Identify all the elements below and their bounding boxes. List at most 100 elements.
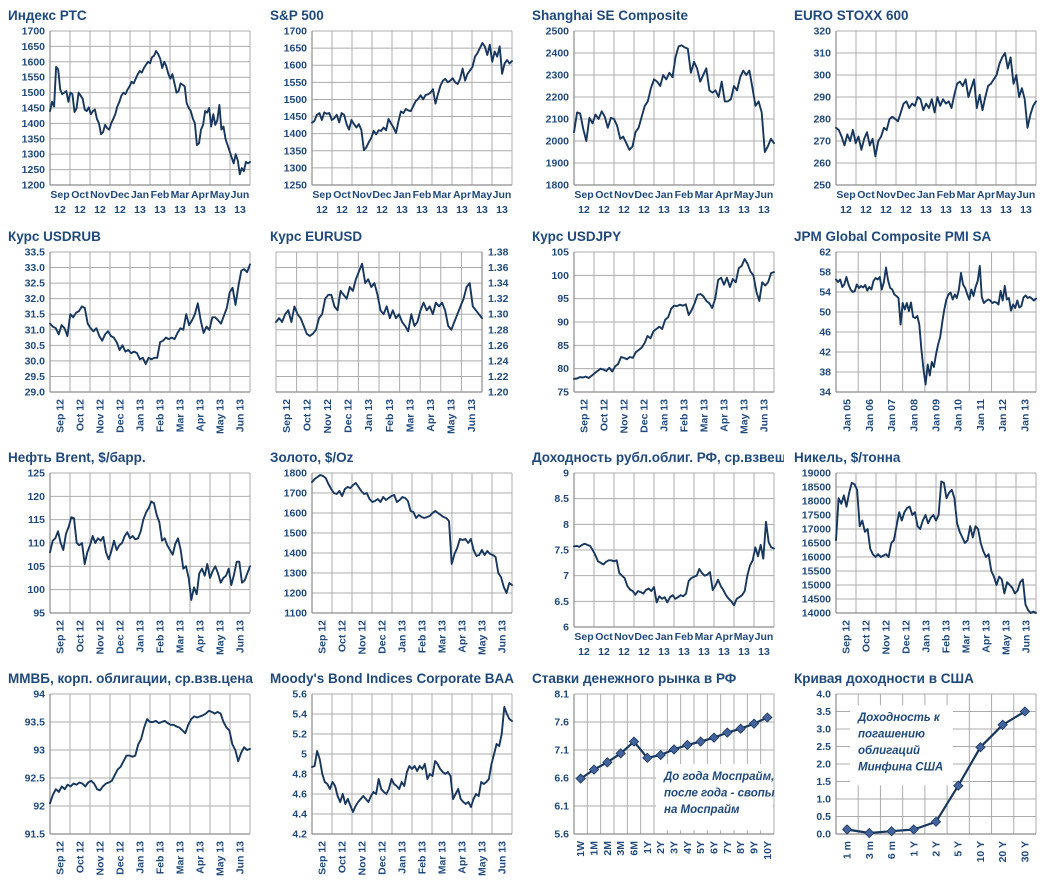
y-tick-label: 1.34: [488, 278, 509, 290]
y-tick-label: 29.5: [25, 371, 46, 383]
x-tick-label: 13: [758, 646, 770, 658]
x-tick-label: May: [734, 631, 755, 643]
plot-area: 320 310 300 290 280 270 260 250 Sep 12 Oct 12 Nov 12 D…: [813, 26, 1037, 216]
x-tick-label: Mar 13: [961, 620, 973, 653]
y-tick-label: 95: [33, 608, 45, 620]
y-tick-label: 1.36: [488, 262, 509, 274]
plot-area: 1800 1700 1600 1500 1400 1300 1200 1100 Sep 12 Oc…: [284, 468, 513, 655]
x-tick-label: Jan 11: [975, 399, 987, 431]
x-tick-label: Jun 13: [466, 399, 478, 432]
x-tick-label: 13: [234, 204, 246, 216]
x-tick-label: Feb: [151, 189, 170, 201]
y-tick-label: 32.5: [25, 278, 46, 290]
x-tick-label: Feb 13: [417, 620, 429, 653]
x-tick-label: 12: [598, 646, 610, 658]
x-tick-label: Jun 13: [759, 399, 771, 432]
plot-area: 8.1 7.6 7.1 6.6 6.1 5.6 1W 1M 2M 3M 6M 1Y 2Y 3Y 4Y 5Y 6Y…: [554, 689, 774, 860]
y-tick-label: 34: [819, 387, 831, 399]
x-tick-label: Dec: [634, 189, 653, 201]
x-tick-label: Sep 12: [55, 620, 67, 654]
x-tick-label: Feb 13: [679, 399, 691, 432]
y-tick-label: 115: [28, 514, 45, 526]
y-tick-label: 1550: [22, 72, 46, 84]
x-tick-label: Apr: [715, 189, 733, 201]
plot-area: 5.6 5.4 5.2 5 4.8 4.6 4.4 4.2 Sep 12 Oct 12 Nov 12…: [292, 689, 513, 876]
plot-area: 4.0 3.5 3.0 2.5 2.0 1.5 1.0 0.5 0.0 1 m 3 m 6 m 1 Y 2…: [816, 689, 1037, 862]
annotation-text: погашению: [858, 729, 925, 741]
x-tick-label: Sep: [574, 189, 593, 201]
x-tick-label: Oct: [71, 189, 89, 201]
y-tick-label: 1.22: [488, 371, 509, 383]
y-tick-label: 1550: [284, 77, 308, 89]
y-tick-label: 94: [33, 689, 45, 701]
chart-title: ММВБ, корп. облигации, ср.взв.цена: [8, 671, 253, 686]
y-tick-label: 1700: [284, 488, 308, 500]
x-tick-label: Jun: [755, 631, 774, 643]
chart-title: Ставки денежного рынка в РФ: [532, 671, 737, 686]
x-tick-label: Dec: [634, 631, 653, 643]
x-tick-label: Feb: [675, 189, 694, 201]
series-marker: [655, 749, 666, 761]
y-tick-label: 7: [563, 570, 569, 582]
y-tick-label: 6.5: [554, 596, 569, 608]
series-line: [573, 520, 775, 607]
y-tick-label: 1500: [284, 94, 308, 106]
x-tick-label: Nov: [352, 189, 372, 201]
y-tick-label: 93.5: [25, 717, 46, 729]
x-tick-label: Dec: [372, 189, 391, 201]
x-tick-label: 12: [598, 204, 610, 216]
x-tick-label: Jun: [1017, 189, 1036, 201]
x-tick-label: 13: [496, 204, 508, 216]
y-tick-label: 31.0: [25, 324, 46, 336]
x-tick-label: Oct: [857, 189, 875, 201]
x-tick-label: 13: [1000, 204, 1012, 216]
x-tick-label: Nov 12: [881, 620, 893, 655]
y-tick-label: 320: [813, 26, 831, 38]
series-marker: [762, 712, 773, 723]
y-tick-label: 18500: [802, 482, 831, 494]
series-line: [311, 42, 513, 152]
x-tick-label: Feb 13: [941, 620, 953, 653]
y-tick-label: 92: [33, 801, 45, 813]
chart-rf-money-market-rates: Ставки денежного рынка в РФ 8.1 7.6 7.1 6.6…: [524, 663, 786, 884]
y-tick-label: 6.6: [554, 773, 569, 785]
x-tick-label: Jan 13: [135, 399, 147, 432]
y-tick-label: 15500: [802, 566, 831, 578]
x-tick-label: 13: [476, 204, 488, 216]
line-chart-canvas: 1800 1700 1600 1500 1400 1300 1200 1100 Sep 12 Oc…: [284, 468, 513, 655]
series-marker: [628, 736, 640, 747]
x-tick-label: Feb 13: [384, 399, 396, 432]
x-tick-label: Feb: [413, 189, 432, 201]
x-tick-label: 12: [336, 204, 348, 216]
x-tick-label: 13: [154, 204, 166, 216]
x-tick-label: Apr 13: [457, 841, 469, 874]
x-tick-label: 13: [194, 204, 206, 216]
line-chart-canvas: 5.6 5.4 5.2 5 4.8 4.6 4.4 4.2 Sep 12 Oct 12 Nov 12…: [292, 689, 513, 876]
line-chart-canvas: 105 100 95 90 85 80 75 Sep 12 Oct 12 Nov 12 Dec 12…: [551, 247, 775, 434]
annotation-text: на Моспрайм: [664, 804, 740, 816]
x-tick-label: 13: [718, 204, 730, 216]
x-tick-label: 6 m: [886, 841, 898, 859]
x-tick-label: Oct 12: [301, 399, 313, 431]
series-marker: [908, 824, 919, 835]
x-tick-label: 13: [758, 204, 770, 216]
x-tick-label: 13: [658, 646, 670, 658]
x-tick-label: 13: [134, 204, 146, 216]
x-tick-label: 12: [880, 204, 892, 216]
x-tick-label: Jun: [755, 189, 774, 201]
line-chart-canvas: 4.0 3.5 3.0 2.5 2.0 1.5 1.0 0.5 0.0 1 m 3 m 6 m 1 Y 2…: [816, 689, 1037, 862]
x-tick-label: Dec 12: [377, 841, 389, 875]
series-marker: [997, 719, 1008, 730]
x-tick-label: 13: [678, 204, 690, 216]
plot-area: 94 93.5 93 92.5 92 91.5 Sep 12 Oct 12 Nov 12 Dec …: [25, 689, 251, 876]
y-tick-label: 1450: [22, 103, 46, 115]
x-tick-label: 1M: [589, 841, 601, 856]
x-tick-label: Jan: [917, 189, 935, 201]
chart-title: EURO STOXX 600: [794, 8, 909, 23]
x-tick-label: May: [734, 189, 755, 201]
line-chart-canvas: 19000 18500 18000 17500 17000 16500 16000 15500…: [802, 468, 1037, 655]
x-tick-label: Dec 12: [639, 399, 651, 433]
y-tick-label: 2300: [546, 70, 570, 82]
y-tick-label: 4.0: [816, 689, 831, 701]
